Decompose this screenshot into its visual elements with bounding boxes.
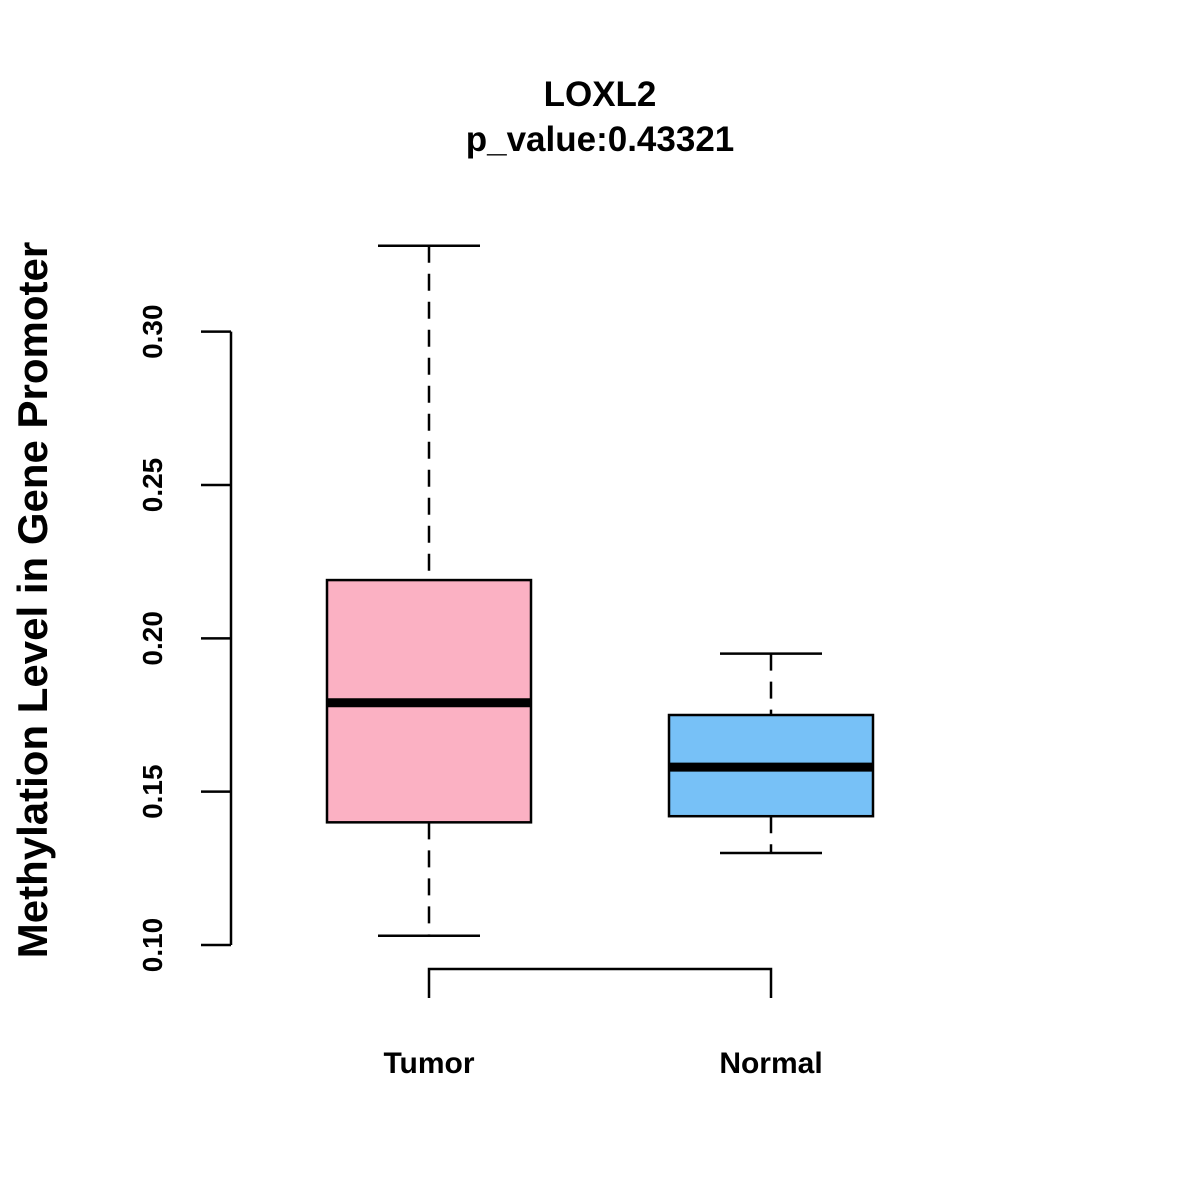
- x-category-label-normal: Normal: [719, 1047, 822, 1080]
- y-axis: 0.10 0.15 0.20 0.25 0.30: [137, 304, 233, 973]
- x-category-label-tumor: Tumor: [383, 1047, 474, 1080]
- y-tick-label: 0.15: [137, 764, 168, 819]
- y-tick-label: 0.20: [137, 611, 168, 666]
- y-axis-label: Methylation Level in Gene Promoter: [9, 242, 56, 958]
- chart-title: LOXL2: [544, 75, 657, 114]
- significance-bracket: [427, 967, 773, 998]
- chart-subtitle: p_value:0.43321: [466, 120, 735, 159]
- boxes-group: [325, 244, 875, 938]
- y-tick-label: 0.25: [137, 458, 168, 513]
- y-tick-label: 0.30: [137, 304, 168, 359]
- box-normal: [667, 652, 875, 855]
- box-tumor: [325, 244, 533, 938]
- x-axis-labels: Tumor Normal: [383, 1047, 822, 1080]
- bracket-line: [427, 967, 773, 998]
- y-tick-label: 0.10: [137, 918, 168, 973]
